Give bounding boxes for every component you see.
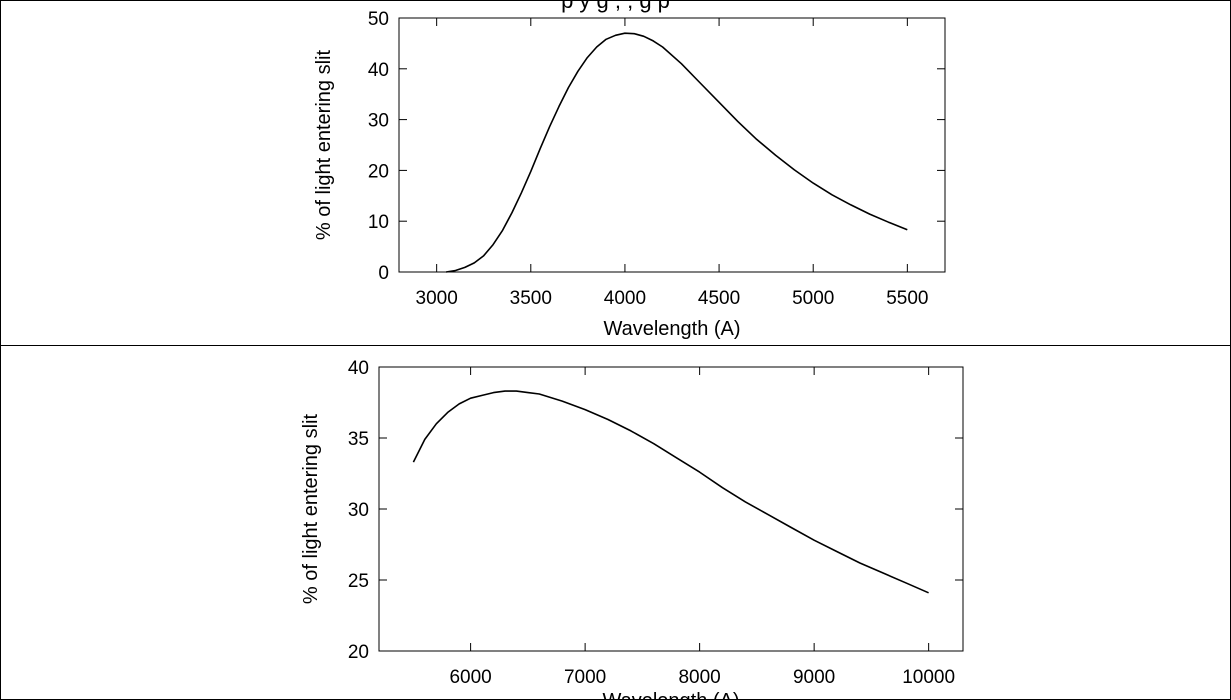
x-tick-label: 5000 <box>792 288 834 309</box>
y-tick-label: 50 <box>368 9 389 30</box>
x-tick-label: 6000 <box>449 667 491 688</box>
series-line <box>412 390 929 594</box>
y-tick-label: 40 <box>348 358 369 379</box>
y-tick-label: 30 <box>368 111 389 132</box>
y-tick-label: 25 <box>348 571 369 592</box>
y-tick-label: 20 <box>348 642 369 663</box>
x-tick-label: 10000 <box>902 667 955 688</box>
y-tick-label: 40 <box>368 60 389 81</box>
y-tick-label: 10 <box>368 212 389 233</box>
x-axis-title: Wavelength (A) <box>603 318 740 340</box>
y-axis-title: % of light entering slit <box>313 50 335 241</box>
x-tick-label: 4500 <box>698 288 740 309</box>
x-tick-label: 9000 <box>793 667 835 688</box>
plot-frame <box>378 366 964 652</box>
x-axis-title: Wavelength (A) <box>602 690 739 700</box>
clipped-header-text: p y g , , g p <box>561 0 670 13</box>
plot-frame <box>398 17 946 273</box>
y-tick-label: 20 <box>368 161 389 182</box>
y-tick-label: 35 <box>348 429 369 450</box>
y-tick-label: 30 <box>348 500 369 521</box>
y-axis-title: % of light entering slit <box>300 414 322 605</box>
x-tick-label: 3000 <box>416 288 458 309</box>
x-tick-label: 7000 <box>564 667 606 688</box>
series-line <box>445 32 908 273</box>
x-tick-label: 3500 <box>510 288 552 309</box>
x-tick-label: 5500 <box>886 288 928 309</box>
x-tick-label: 8000 <box>678 667 720 688</box>
y-tick-label: 0 <box>378 263 389 284</box>
x-tick-label: 4000 <box>604 288 646 309</box>
